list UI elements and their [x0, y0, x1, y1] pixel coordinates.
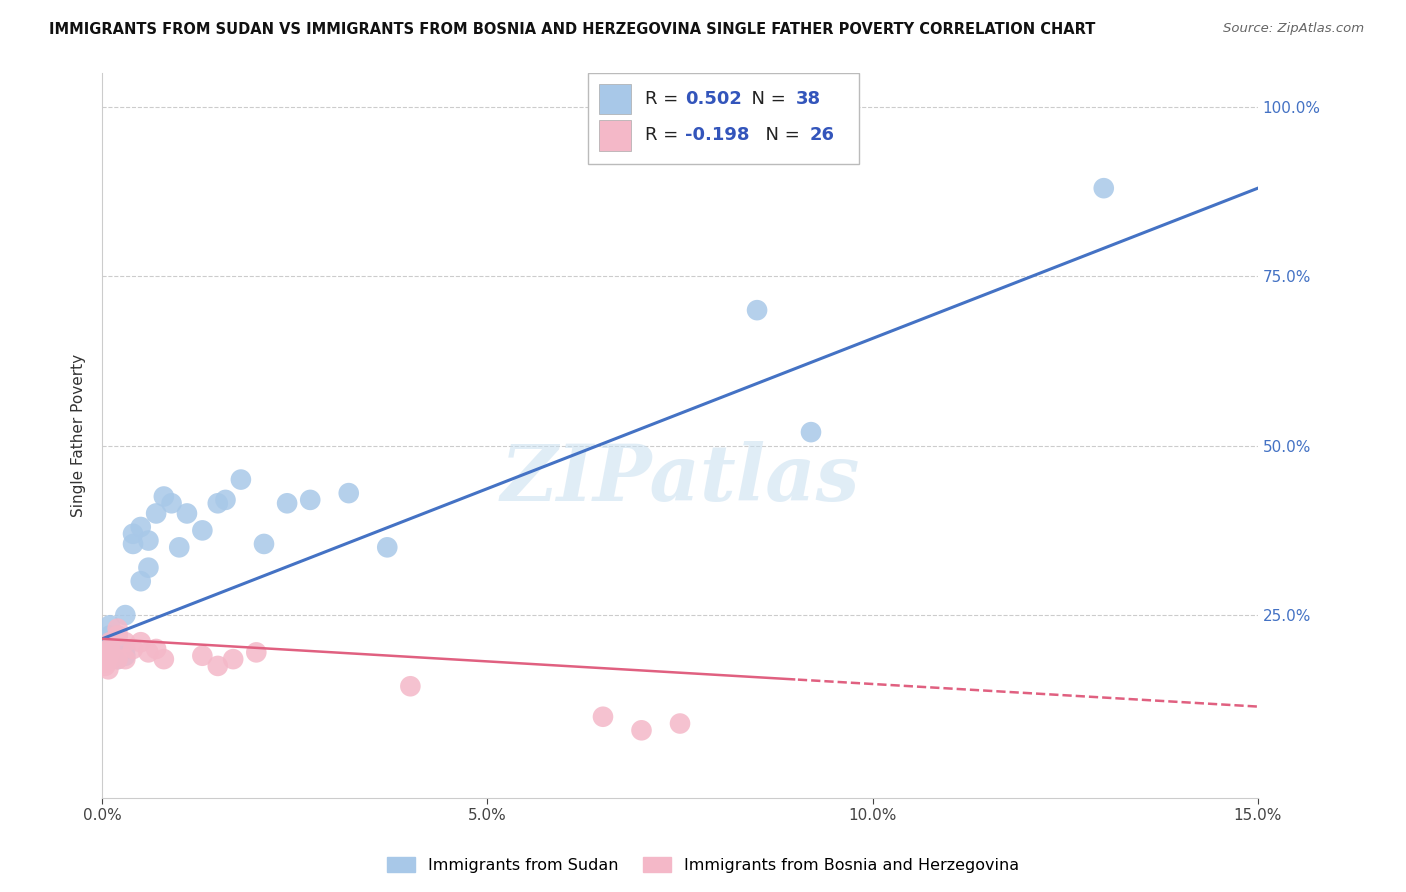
Text: IMMIGRANTS FROM SUDAN VS IMMIGRANTS FROM BOSNIA AND HERZEGOVINA SINGLE FATHER PO: IMMIGRANTS FROM SUDAN VS IMMIGRANTS FROM… [49, 22, 1095, 37]
Point [114, 652, 136, 666]
Point [107, 622, 129, 636]
Point [97, 652, 120, 666]
Point [114, 635, 136, 649]
Text: 38: 38 [796, 90, 821, 108]
Point [98, 652, 121, 666]
FancyBboxPatch shape [599, 120, 631, 151]
Text: 0.502: 0.502 [685, 90, 741, 108]
Point [114, 608, 136, 623]
Point [107, 628, 129, 642]
Point [630, 723, 652, 738]
Text: R =: R = [645, 90, 685, 108]
Point [98, 635, 121, 649]
Point [800, 425, 823, 439]
Point [299, 492, 322, 507]
Point [145, 507, 167, 521]
Point [745, 303, 768, 318]
Point [176, 507, 198, 521]
Point [107, 628, 129, 642]
Point [98, 628, 121, 642]
Point [222, 652, 245, 666]
Point [96, 648, 118, 663]
Point [669, 716, 692, 731]
Point [153, 490, 176, 504]
Point [98, 645, 121, 659]
Point [129, 574, 152, 589]
Point [229, 473, 252, 487]
Point [145, 642, 167, 657]
Point [160, 496, 183, 510]
Point [138, 533, 160, 548]
Point [245, 645, 267, 659]
Point [375, 541, 398, 555]
Point [114, 642, 136, 657]
Point [153, 652, 176, 666]
Point [107, 652, 129, 666]
Y-axis label: Single Father Poverty: Single Father Poverty [72, 354, 86, 517]
Point [138, 560, 160, 574]
Point [97, 635, 120, 649]
Point [191, 648, 214, 663]
Point [214, 492, 236, 507]
Point [94, 659, 117, 673]
Point [122, 642, 145, 657]
Point [97, 662, 120, 676]
Point [337, 486, 360, 500]
Text: N =: N = [754, 127, 806, 145]
Point [399, 679, 422, 693]
Point [129, 635, 152, 649]
Legend: Immigrants from Sudan, Immigrants from Bosnia and Herzegovina: Immigrants from Sudan, Immigrants from B… [380, 851, 1026, 880]
Point [167, 541, 190, 555]
Point [98, 645, 121, 659]
Point [122, 537, 145, 551]
Point [276, 496, 298, 510]
Point [138, 645, 160, 659]
FancyBboxPatch shape [599, 84, 631, 114]
Text: N =: N = [740, 90, 792, 108]
Point [114, 648, 136, 663]
Point [97, 642, 120, 657]
Text: ZIPatlas: ZIPatlas [501, 441, 859, 517]
Point [592, 710, 614, 724]
Point [207, 659, 229, 673]
Text: R =: R = [645, 127, 685, 145]
Point [253, 537, 276, 551]
Point [98, 642, 121, 657]
Point [107, 648, 129, 663]
Point [96, 648, 118, 663]
Point [122, 526, 145, 541]
Point [207, 496, 229, 510]
Point [1092, 181, 1115, 195]
Point [98, 642, 121, 657]
Point [94, 656, 117, 670]
Text: 26: 26 [810, 127, 834, 145]
Point [94, 652, 117, 666]
Point [98, 618, 121, 632]
Point [107, 652, 129, 666]
Point [129, 520, 152, 534]
Text: Source: ZipAtlas.com: Source: ZipAtlas.com [1223, 22, 1364, 36]
Text: -0.198: -0.198 [685, 127, 749, 145]
FancyBboxPatch shape [588, 73, 859, 163]
Point [191, 524, 214, 538]
